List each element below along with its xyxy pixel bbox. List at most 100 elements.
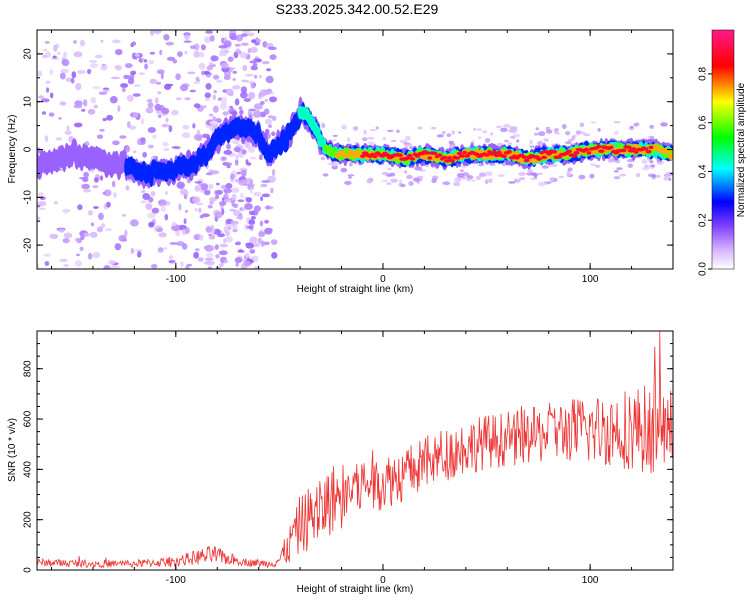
spectrogram-noise-blob (183, 218, 187, 225)
spectrogram-noise-blob (63, 263, 69, 268)
spectrogram-ridge-cell (570, 154, 578, 158)
spectrogram-halo-blob (537, 172, 542, 175)
spectrogram-ridge-cell (340, 149, 345, 155)
spectrogram-noise-blob (258, 231, 266, 238)
spectrogram-noise-blob (223, 188, 232, 194)
spectrogram-noise-blob (100, 39, 104, 43)
spectrogram-ridge-cell (484, 153, 490, 157)
spectrogram-noise-blob (226, 143, 231, 150)
spectrogram-noise-blob (99, 128, 105, 132)
spectrogram-ridge-cell (497, 150, 502, 155)
spectrogram-noise-blob (241, 149, 247, 155)
spectrogram-noise-blob (186, 263, 192, 267)
spectrogram-noise-blob (192, 123, 196, 129)
spectrogram-noise-blob (127, 77, 135, 85)
spectrogram-ridge-cell (459, 154, 466, 158)
spectrogram-noise-blob (218, 45, 228, 49)
spectrogram-halo-blob (478, 163, 485, 167)
spectrogram-noise-blob (241, 42, 249, 46)
spectrogram-noise-blob (230, 173, 235, 180)
snr-xlabel: Height of straight line (km) (297, 584, 414, 595)
spectrogram-noise-blob (184, 50, 188, 55)
spectrogram-noise-blob (253, 103, 263, 110)
spectrogram-noise-blob (92, 86, 101, 89)
spectrogram-noise-blob (81, 183, 90, 190)
spectrogram-halo-blob (668, 177, 672, 181)
spectrogram-noise-blob (204, 189, 211, 196)
spectrogram-noise-blob (121, 87, 126, 93)
spectrogram-noise-blob (60, 68, 69, 74)
spectrogram-halo-blob (321, 122, 325, 125)
spectrogram-ridge-cell (539, 150, 545, 155)
spectrogram-halo-blob (406, 143, 413, 147)
spectrogram-noise-blob (209, 35, 215, 42)
spectrogram-noise-blob (103, 189, 112, 197)
spectrogram-noise-blob (59, 72, 66, 80)
spectrogram-noise-blob (214, 190, 218, 196)
spectrogram-noise-blob (260, 240, 265, 247)
spectrogram-noise-blob (187, 71, 196, 75)
spectrogram-noise-blob (40, 98, 50, 103)
spectrogram-noise-blob (164, 213, 169, 221)
spectrogram-noise-blob (89, 60, 98, 63)
spectrogram-noise-blob (121, 214, 127, 217)
spectrogram-halo-blob (490, 132, 494, 136)
spectrogram-noise-blob (45, 80, 51, 84)
spectrogram-noise-blob (210, 170, 220, 175)
spectrogram-ridge-cell (372, 154, 378, 159)
spectrogram-noise-blob (244, 203, 253, 210)
spectrogram-noise-blob (250, 83, 255, 89)
spectrogram-ridge-cell (491, 150, 498, 155)
spectrogram-halo-blob (417, 126, 423, 130)
spectrogram-halo-blob (589, 173, 595, 179)
spectrogram-noise-blob (152, 134, 157, 139)
spectrogram-noise-blob (207, 266, 213, 269)
spectrogram-noise-blob (93, 206, 99, 209)
spectrogram-noise-blob (198, 62, 206, 70)
spectrogram-noise-blob (59, 101, 67, 106)
spectrogram-noise-blob (185, 227, 190, 235)
spectrogram-halo-blob (320, 156, 325, 161)
spectrogram-ridge-cell (633, 150, 639, 154)
spectrogram-halo-blob (367, 141, 376, 146)
snr-marks (37, 331, 673, 569)
spectrogram-halo-blob (452, 181, 461, 187)
spectrogram-ridge-cell (407, 153, 413, 158)
spectrogram-noise-blob (240, 207, 246, 212)
spectrogram-noise-blob (237, 250, 245, 253)
spectrogram-halo-blob (539, 140, 543, 145)
spectrogram-noise-blob (261, 180, 271, 183)
spectrogram-noise-blob (176, 241, 185, 247)
spectrogram-noise-blob (198, 52, 205, 58)
spectrogram-noise-blob (168, 259, 176, 264)
spectrogram-noise-blob (205, 226, 212, 233)
spectrogram-noise-blob (140, 200, 148, 204)
spectrogram-noise-blob (161, 107, 170, 115)
spectrogram-noise-blob (154, 97, 159, 104)
spectrogram-halo-blob (436, 134, 444, 138)
spectrogram-noise-blob (265, 75, 274, 84)
spectrogram-noise-blob (271, 169, 276, 177)
spectrogram-noise-blob (49, 233, 59, 240)
spectrogram-halo-blob (322, 173, 329, 177)
spectrogram-noise-blob (176, 181, 185, 189)
spectrogram-noise-blob (114, 243, 122, 251)
spectrogram-halo-blob (484, 138, 491, 143)
spectrogram-halo-blob (332, 134, 338, 137)
spectrogram-noise-blob (119, 135, 127, 139)
spectrogram-halo-blob (390, 178, 398, 183)
spectrogram-noise-blob (70, 78, 75, 84)
spectrogram-halo-blob (340, 167, 348, 173)
spectrogram-noise-blob (112, 140, 120, 146)
spectrogram-noise-blob (154, 155, 158, 160)
spectrogram-noise-blob (209, 183, 214, 189)
spectrogram-noise-blob (144, 63, 149, 70)
spectrogram-noise-blob (270, 187, 274, 194)
spectrogram-noise-blob (148, 59, 155, 65)
spectrogram-halo-blob (413, 177, 420, 182)
spectrogram-noise-blob (235, 154, 239, 161)
spectrogram-noise-blob (263, 89, 273, 94)
spectrogram-noise-blob (76, 253, 80, 257)
spectrogram-noise-blob (102, 87, 110, 90)
spectrogram-noise-blob (220, 62, 230, 69)
